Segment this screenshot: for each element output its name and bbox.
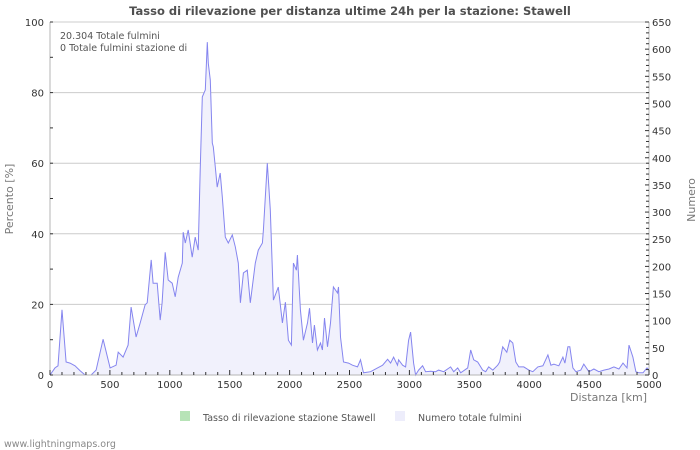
y-right-tick-label: 650 [652, 18, 671, 29]
axes: 0204060801000501001502002503003504004505… [25, 18, 671, 391]
y-left-tick-label: 20 [31, 300, 44, 311]
legend-swatch-total-strikes [395, 411, 405, 421]
x-tick-label: 3500 [457, 380, 482, 391]
plot-area [49, 42, 650, 377]
y-right-tick-label: 100 [652, 317, 671, 328]
y-right-tick-label: 150 [652, 290, 671, 301]
y-left-tick-label: 60 [31, 159, 44, 170]
series-line-total-strikes [49, 42, 650, 377]
x-axis-label: Distanza [km] [570, 391, 647, 404]
y-axis-left-label: Percento [%] [3, 164, 16, 235]
x-tick-label: 4000 [516, 380, 541, 391]
y-left-tick-label: 100 [25, 18, 44, 29]
legend-swatch-detection-rate [180, 411, 190, 421]
legend-label-detection-rate: Tasso di rilevazione stazione Stawell [202, 413, 376, 424]
x-tick-label: 0 [47, 380, 53, 391]
legend: Tasso di rilevazione stazione Stawell Nu… [180, 411, 522, 424]
legend-label-total-strikes: Numero totale fulmini [418, 413, 522, 424]
y-right-tick-label: 600 [652, 45, 671, 56]
y-right-tick-label: 400 [652, 154, 671, 165]
y-right-tick-label: 500 [652, 99, 671, 110]
x-tick-label: 1500 [217, 380, 242, 391]
y-left-tick-label: 0 [38, 371, 44, 382]
x-tick-label: 2000 [277, 380, 302, 391]
x-tick-label: 3000 [397, 380, 422, 391]
chart-title: Tasso di rilevazione per distanza ultime… [129, 4, 571, 18]
x-tick-label: 500 [100, 380, 119, 391]
annotation-total-strikes: 20.304 Totale fulmini [60, 31, 160, 42]
footer-site-link[interactable]: www.lightningmaps.org [4, 439, 116, 450]
y-left-tick-label: 40 [31, 230, 44, 241]
y-right-tick-label: 550 [652, 72, 671, 83]
y-right-tick-label: 250 [652, 235, 671, 246]
y-right-tick-label: 0 [652, 371, 658, 382]
y-axis-right-label: Numero [685, 178, 698, 222]
y-right-tick-label: 450 [652, 127, 671, 138]
annotation-station-strikes: 0 Totale fulmini stazione di [60, 43, 187, 54]
x-tick-label: 4500 [576, 380, 601, 391]
y-right-tick-label: 50 [652, 344, 665, 355]
gridlines [50, 21, 649, 305]
x-tick-label: 1000 [157, 380, 182, 391]
y-right-tick-label: 200 [652, 262, 671, 273]
y-left-tick-label: 80 [31, 89, 44, 100]
y-right-tick-label: 300 [652, 208, 671, 219]
series-area-total-strikes [50, 42, 649, 375]
x-tick-label: 2500 [337, 380, 362, 391]
x-tick-label: 5000 [636, 380, 661, 391]
y-right-tick-label: 350 [652, 181, 671, 192]
